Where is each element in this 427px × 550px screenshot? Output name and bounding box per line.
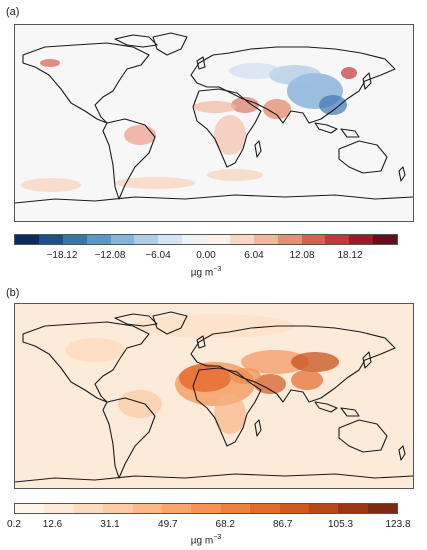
colorbar-a-swatch-5 bbox=[134, 235, 159, 244]
colorbar-a-swatch-0 bbox=[15, 235, 39, 244]
colorbar-b-swatch-10 bbox=[308, 504, 339, 513]
colorbar-a-tick-label: −6.04 bbox=[145, 250, 171, 261]
colorbar-a-tick-label: −18.12 bbox=[46, 250, 78, 261]
colorbar-a-swatch-15 bbox=[373, 235, 397, 244]
colorbar-b-swatch-6 bbox=[191, 504, 221, 513]
colorbar-a-swatch-6 bbox=[158, 235, 183, 244]
colorbar-a-swatch-3 bbox=[86, 235, 111, 244]
colorbar-a-ticks: −18.12 −12.08 −6.04 0.00 6.04 12.08 18.12 bbox=[14, 250, 398, 264]
colorbar-b-tick-label: 49.7 bbox=[158, 519, 178, 530]
colorbar-b bbox=[14, 503, 398, 514]
colorbar-b-swatch-8 bbox=[250, 504, 280, 513]
colorbar-b-tick-label: 123.8 bbox=[385, 519, 411, 530]
colorbar-b-unit: µg m−3 bbox=[190, 534, 222, 547]
colorbar-b-tick-label: 12.6 bbox=[42, 519, 63, 530]
colorbar-a-tick-label: 18.12 bbox=[337, 250, 363, 261]
colorbar-b-swatch-5 bbox=[161, 504, 192, 513]
colorbar-a-tick-label: 6.04 bbox=[244, 250, 264, 261]
colorbar-a-swatch-13 bbox=[325, 235, 350, 244]
colorbar-a-tick-label: 0.00 bbox=[196, 250, 216, 261]
colorbar-a-swatch-8 bbox=[206, 235, 230, 244]
panel-b-label: (b) bbox=[6, 287, 20, 299]
colorbar-b-swatch-1 bbox=[44, 504, 74, 513]
colorbar-a bbox=[14, 234, 398, 245]
colorbar-a-swatch-14 bbox=[349, 235, 374, 244]
map-a-anomalies bbox=[21, 59, 357, 192]
colorbar-b-tick-label: 31.1 bbox=[100, 519, 120, 530]
panel-a-label: (a) bbox=[6, 6, 20, 18]
colorbar-b-ticks: 0.2 12.6 31.1 49.7 68.2 86.7 105.3 123.8 bbox=[7, 519, 410, 533]
colorbar-a-swatch-7 bbox=[182, 235, 206, 244]
colorbar-a-tick-label: 12.08 bbox=[289, 250, 315, 261]
colorbar-b-swatch-4 bbox=[132, 504, 162, 513]
colorbar-b-swatch-7 bbox=[220, 504, 251, 513]
colorbar-b-tick-label: 105.3 bbox=[328, 519, 354, 530]
colorbar-b-swatch-11 bbox=[338, 504, 368, 513]
colorbar-a-swatch-2 bbox=[62, 235, 87, 244]
colorbar-b-swatch-0 bbox=[15, 504, 45, 513]
colorbar-b-swatch-12 bbox=[367, 504, 398, 513]
colorbar-b-tick-label: 0.2 bbox=[7, 519, 21, 530]
colorbar-a-swatch-4 bbox=[110, 235, 135, 244]
colorbar-b-swatch-2 bbox=[73, 504, 104, 513]
colorbar-a-tick-label: −12.08 bbox=[94, 250, 126, 261]
colorbar-a-swatch-1 bbox=[38, 235, 63, 244]
colorbar-a-swatch-11 bbox=[277, 235, 302, 244]
colorbar-b-tick-label: 86.7 bbox=[273, 519, 293, 530]
colorbar-a-unit: µg m−3 bbox=[190, 266, 222, 279]
colorbar-a-swatch-12 bbox=[301, 235, 326, 244]
colorbar-b-swatch-3 bbox=[103, 504, 133, 513]
colorbar-b-swatch-9 bbox=[279, 504, 309, 513]
concentration-map bbox=[14, 303, 414, 489]
colorbar-b-tick-label: 68.2 bbox=[215, 519, 235, 530]
colorbar-a-swatch-9 bbox=[229, 235, 254, 244]
difference-map bbox=[14, 24, 414, 222]
colorbar-a-swatch-10 bbox=[253, 235, 278, 244]
